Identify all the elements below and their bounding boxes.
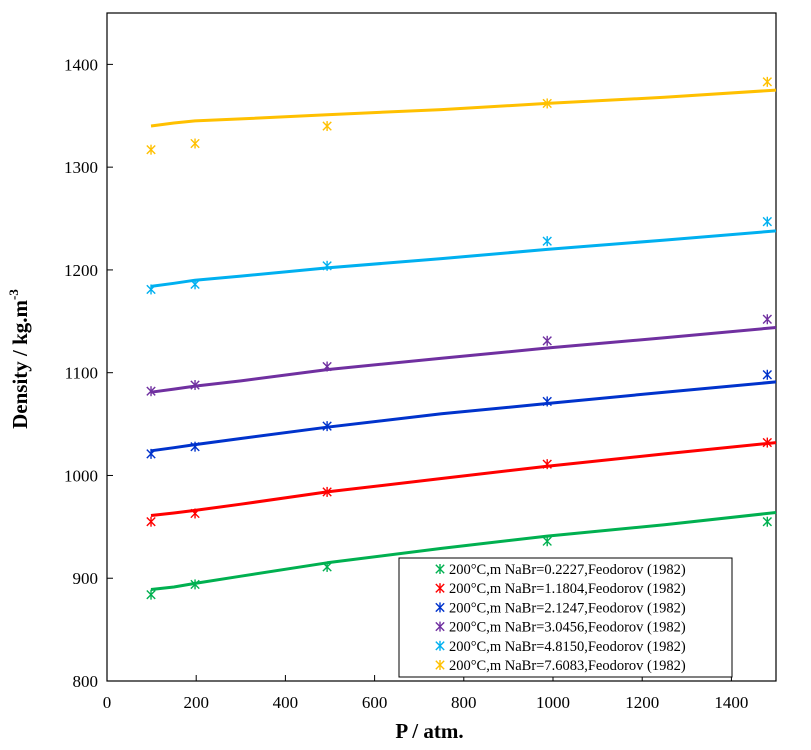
series-5-data-point — [190, 279, 200, 290]
series-3-data-point — [762, 369, 772, 380]
series-6-data-point — [762, 76, 772, 87]
x-tick-label: 600 — [362, 693, 388, 712]
y-tick-label: 1200 — [64, 261, 98, 280]
series-2-data-point — [762, 437, 772, 448]
legend-label: 200°C,m NaBr=3.0456,Feodorov (1982) — [449, 620, 686, 636]
series-6-data-point — [190, 138, 200, 149]
series-4 — [146, 314, 777, 397]
series-3-data-point — [542, 396, 552, 407]
legend-item: 200°C,m NaBr=3.0456,Feodorov (1982) — [435, 620, 686, 636]
series-5-data-point — [762, 216, 772, 227]
series-5 — [146, 216, 777, 295]
legend-marker — [435, 602, 445, 613]
y-axis-title-superscript: -3 — [6, 289, 21, 300]
series-3-fit-line — [150, 380, 777, 453]
chart-axes: 0 200 400 600 800 1000 1200 1400 800 900 1000 1100 1… — [64, 55, 748, 712]
legend-item: 200°C,m NaBr=1.1804,Feodorov (1982) — [435, 581, 686, 597]
series-2 — [146, 437, 777, 527]
legend: 200°C,m NaBr=0.2227,Feodorov (1982) 200°C… — [398, 557, 733, 678]
series-6-data-point — [322, 121, 332, 132]
chart-marks — [146, 76, 777, 600]
x-tick-label: 800 — [451, 693, 477, 712]
y-tick-label: 1100 — [65, 364, 98, 383]
legend-label: 200°C,m NaBr=0.2227,Feodorov (1982) — [449, 562, 686, 578]
series-6 — [146, 76, 777, 155]
x-tick-label: 1400 — [714, 693, 748, 712]
series-1-data-point — [322, 561, 332, 572]
series-1-data-point — [146, 589, 156, 600]
series-3-data-point — [322, 421, 332, 432]
legend-item: 200°C,m NaBr=7.6083,Feodorov (1982) — [435, 658, 686, 674]
legend-marker — [435, 660, 445, 670]
y-tick-label: 1000 — [64, 466, 98, 485]
legend-item: 200°C,m NaBr=4.8150,Feodorov (1982) — [435, 639, 686, 655]
series-6-fit-line — [150, 88, 777, 128]
series-4-data-point — [542, 335, 552, 346]
plot-area — [106, 12, 777, 682]
y-tick-label: 1300 — [64, 158, 98, 177]
x-tick-label: 1200 — [625, 693, 659, 712]
y-tick-label: 900 — [73, 569, 99, 588]
series-4-data-point — [322, 361, 332, 372]
legend-label: 200°C,m NaBr=4.8150,Feodorov (1982) — [449, 639, 686, 655]
y-tick-label: 1400 — [64, 55, 98, 74]
series-4-data-point — [762, 314, 772, 325]
series-5-fit-line — [150, 229, 777, 288]
series-3 — [146, 369, 777, 459]
legend-label: 200°C,m NaBr=2.1247,Feodorov (1982) — [449, 600, 686, 616]
series-2-data-point — [190, 508, 200, 519]
series-1-data-point — [190, 579, 200, 590]
series-6-data-point — [542, 98, 552, 109]
series-2-fit-line — [150, 441, 777, 517]
y-axis-title: Density / kg.m-3 — [6, 289, 32, 429]
legend-marker — [435, 583, 445, 594]
y-axis-title-main: Density / kg.m — [8, 299, 32, 428]
series-5-data-point — [322, 260, 332, 271]
legend-item: 200°C,m NaBr=0.2227,Feodorov (1982) — [435, 562, 686, 578]
legend-item: 200°C,m NaBr=2.1247,Feodorov (1982) — [435, 600, 686, 616]
series-5-data-point — [146, 284, 156, 295]
series-3-data-point — [146, 448, 156, 459]
series-2-data-point — [322, 486, 332, 497]
legend-marker — [435, 621, 445, 632]
series-4-data-point — [146, 386, 156, 397]
series-1-data-point — [762, 516, 772, 527]
legend-marker — [435, 640, 445, 651]
x-axis-title: P / atm. — [395, 719, 463, 743]
series-3-data-point — [190, 441, 200, 452]
legend-label: 200°C,m NaBr=7.6083,Feodorov (1982) — [449, 658, 686, 674]
series-4-fit-line — [150, 326, 777, 394]
series-2-data-point — [146, 516, 156, 527]
series-1 — [146, 511, 777, 600]
legend-box — [398, 557, 733, 678]
series-1-data-point — [542, 536, 552, 547]
series-5-data-point — [542, 236, 552, 247]
legend-label: 200°C,m NaBr=1.1804,Feodorov (1982) — [449, 581, 686, 597]
y-tick-label: 800 — [73, 672, 99, 691]
x-tick-label: 200 — [183, 693, 209, 712]
x-tick-label: 0 — [103, 693, 112, 712]
legend-marker — [435, 564, 445, 574]
x-tick-label: 1000 — [536, 693, 570, 712]
x-tick-label: 400 — [273, 693, 299, 712]
series-6-data-point — [146, 144, 156, 155]
series-4-data-point — [190, 380, 200, 391]
series-2-data-point — [542, 459, 552, 470]
